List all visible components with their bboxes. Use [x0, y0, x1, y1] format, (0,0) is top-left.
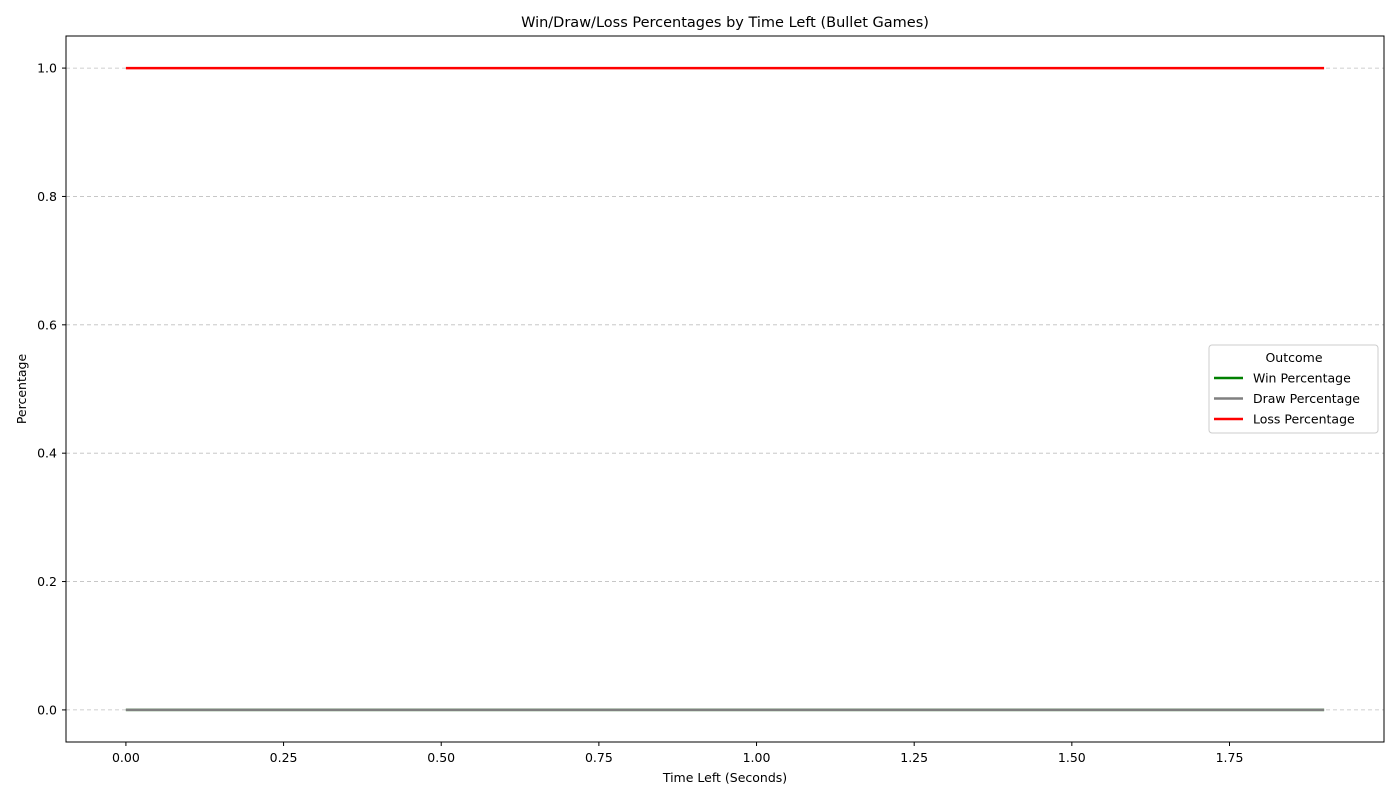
x-tick-label: 0.25 — [270, 750, 298, 765]
y-axis: 0.0 0.2 0.4 0.6 0.8 1.0 — [37, 61, 66, 717]
x-tick-label: 1.00 — [743, 750, 771, 765]
series-layer — [125, 66, 1325, 712]
legend-label-win-percentage: Win Percentage — [1253, 371, 1351, 386]
x-tick-label: 0.75 — [585, 750, 613, 765]
legend-title: Outcome — [1265, 350, 1322, 365]
legend-box — [1208, 344, 1379, 434]
x-axis-label: Time Left (Seconds) — [662, 770, 787, 785]
y-tick-label: 0.8 — [37, 189, 57, 204]
legend-label-loss-percentage: Loss Percentage — [1253, 412, 1355, 427]
x-tick-label: 0.50 — [427, 750, 455, 765]
y-tick-label: 0.0 — [37, 702, 57, 717]
x-tick-label: 0.00 — [112, 750, 140, 765]
x-tick-label: 1.75 — [1216, 750, 1244, 765]
y-tick-label: 0.4 — [37, 446, 57, 461]
y-axis-label: Percentage — [14, 354, 29, 425]
y-tick-label: 0.6 — [37, 317, 57, 332]
legend-items: Win Percentage Draw Percentage Loss Percen… — [1214, 371, 1360, 427]
y-tick-label: 0.2 — [37, 574, 57, 589]
y-tick-label: 1.0 — [37, 61, 57, 76]
x-tick-label: 1.50 — [1058, 750, 1086, 765]
x-axis: 0.00 0.25 0.50 0.75 1.00 1.25 1.50 1.75 — [112, 742, 1243, 765]
chart-title: Win/Draw/Loss Percentages by Time Left (… — [521, 15, 929, 31]
x-tick-label: 1.25 — [900, 750, 928, 765]
grid — [66, 67, 1384, 711]
legend-label-draw-percentage: Draw Percentage — [1253, 391, 1360, 406]
legend: Outcome Win Percentage Draw Percentage Los… — [1208, 344, 1379, 434]
plot-area — [65, 35, 1385, 743]
